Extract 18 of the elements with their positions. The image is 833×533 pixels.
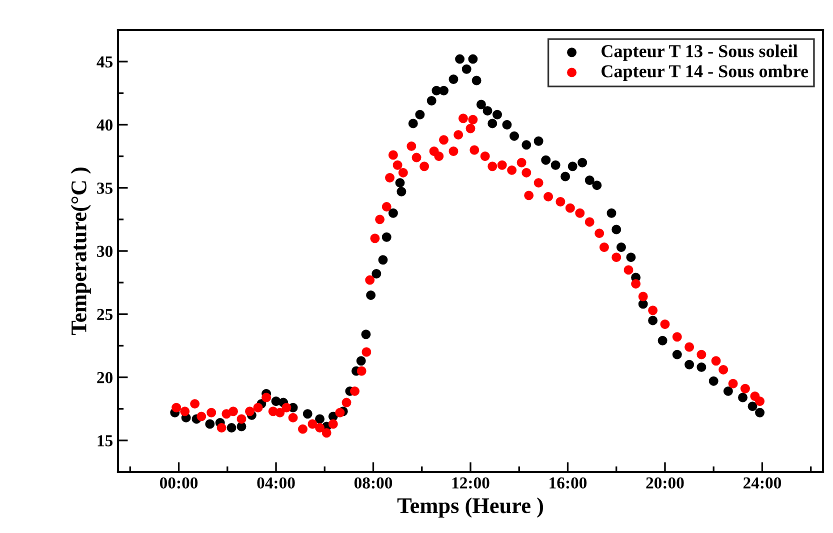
x-axis-title: Temps (Heure ): [397, 498, 543, 518]
legend-label: Capteur T 13 - Sous soleil: [602, 44, 798, 61]
y-tick-label: 15: [98, 435, 113, 446]
x-tick-label: 04:00: [257, 477, 295, 489]
y-tick-label: 45: [96, 56, 113, 68]
y-tick-label: 25: [97, 308, 113, 320]
y-tick-label: 35: [97, 182, 113, 194]
x-tick-label: 12:00: [452, 477, 490, 489]
y-tick-label: 20: [97, 372, 113, 384]
y-axis-title: Temperature(°C ): [70, 168, 91, 336]
y-tick-label: 30: [97, 246, 113, 257]
x-tick-label: 00:00: [160, 477, 198, 489]
x-tick-label: 08:00: [354, 477, 392, 489]
y-tick-label: 40: [96, 119, 113, 131]
legend-label: Capteur T 14 - Sous ombre: [602, 64, 808, 82]
x-tick-label: 24:00: [743, 477, 782, 489]
x-tick-label: 16:00: [550, 477, 587, 489]
x-tick-label: 20:00: [646, 477, 684, 489]
